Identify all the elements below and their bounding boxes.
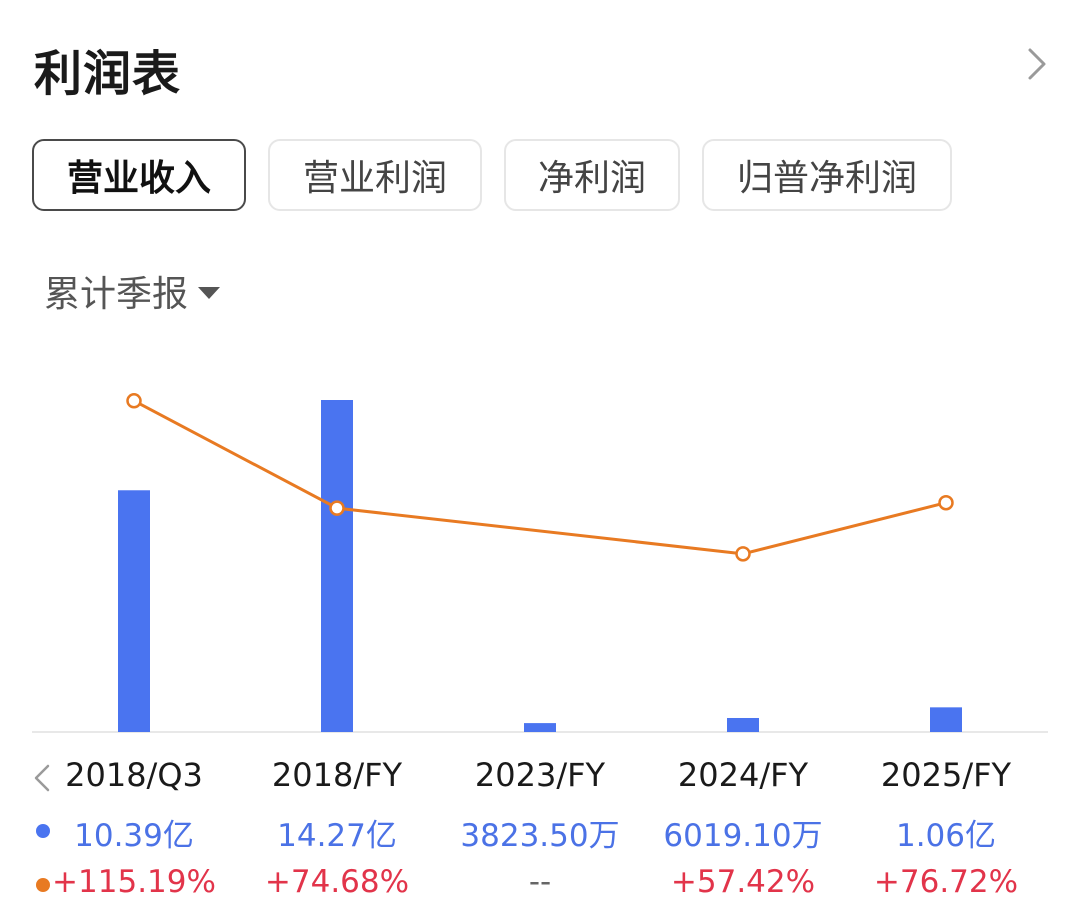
x-tick-label: 2025/FY — [880, 756, 1012, 794]
period-selector[interactable]: 累计季报 — [44, 266, 221, 316]
bar-legend-dot — [36, 824, 50, 838]
growth-line — [133, 399, 947, 556]
chevron-left-icon[interactable] — [30, 760, 54, 796]
tab-operating-profit[interactable]: 营业利润 — [268, 139, 482, 211]
value-label: 1.06亿 — [895, 818, 997, 854]
growth-label: +115.19% — [52, 864, 216, 900]
x-tick-label: 2024/FY — [677, 756, 809, 794]
bar-2018/FY — [321, 400, 353, 732]
bar-2018/Q3 — [118, 490, 150, 732]
page-title: 利润表 — [34, 46, 182, 102]
bar-2025/FY — [930, 707, 962, 732]
tab-operating-revenue[interactable]: 营业收入 — [32, 139, 246, 211]
data-table: 2018/Q3 2018/FY 2023/FY 2024/FY 2025/FY 10.3… — [0, 748, 1080, 910]
growth-point-2025/FY — [938, 494, 954, 511]
revenue-chart — [32, 393, 1048, 733]
growth-label: -- — [528, 864, 552, 900]
line-legend-dot — [36, 878, 50, 892]
bar-2023/FY — [524, 723, 556, 732]
x-tick-label: 2023/FY — [474, 756, 606, 794]
values-row: 10.39亿 14.27亿 3823.50万 6019.10万 1.06亿 — [0, 802, 1080, 856]
growth-point-2018/FY — [329, 500, 345, 516]
chevron-right-icon[interactable] — [1022, 44, 1054, 84]
caret-down-icon — [198, 287, 221, 299]
growth-label: +74.68% — [264, 864, 410, 900]
header: 利润表 — [34, 30, 1054, 102]
metric-tabs: 营业收入 营业利润 净利润 归普净利润 — [32, 139, 952, 211]
period-selector-label: 累计季报 — [44, 274, 189, 315]
x-tick-label: 2018/Q3 — [65, 756, 203, 794]
x-axis-labels-row: 2018/Q3 2018/FY 2023/FY 2024/FY 2025/FY — [0, 748, 1080, 802]
value-label: 6019.10万 — [663, 818, 823, 854]
value-label: 14.27亿 — [277, 818, 397, 854]
bar-2024/FY — [727, 717, 759, 732]
growth-point-2018/Q3 — [126, 393, 142, 409]
growth-point-2024/FY — [735, 546, 751, 562]
value-label: 10.39亿 — [74, 818, 194, 854]
tab-net-profit[interactable]: 净利润 — [504, 139, 680, 211]
growth-label: +76.72% — [873, 864, 1019, 900]
tab-attributable-net-profit[interactable]: 归普净利润 — [702, 139, 952, 211]
x-tick-label: 2018/FY — [271, 756, 403, 794]
growth-label: +57.42% — [670, 864, 816, 900]
value-label: 3823.50万 — [460, 818, 620, 854]
growth-row: +115.19% +74.68% -- +57.42% +76.72% — [0, 856, 1080, 910]
